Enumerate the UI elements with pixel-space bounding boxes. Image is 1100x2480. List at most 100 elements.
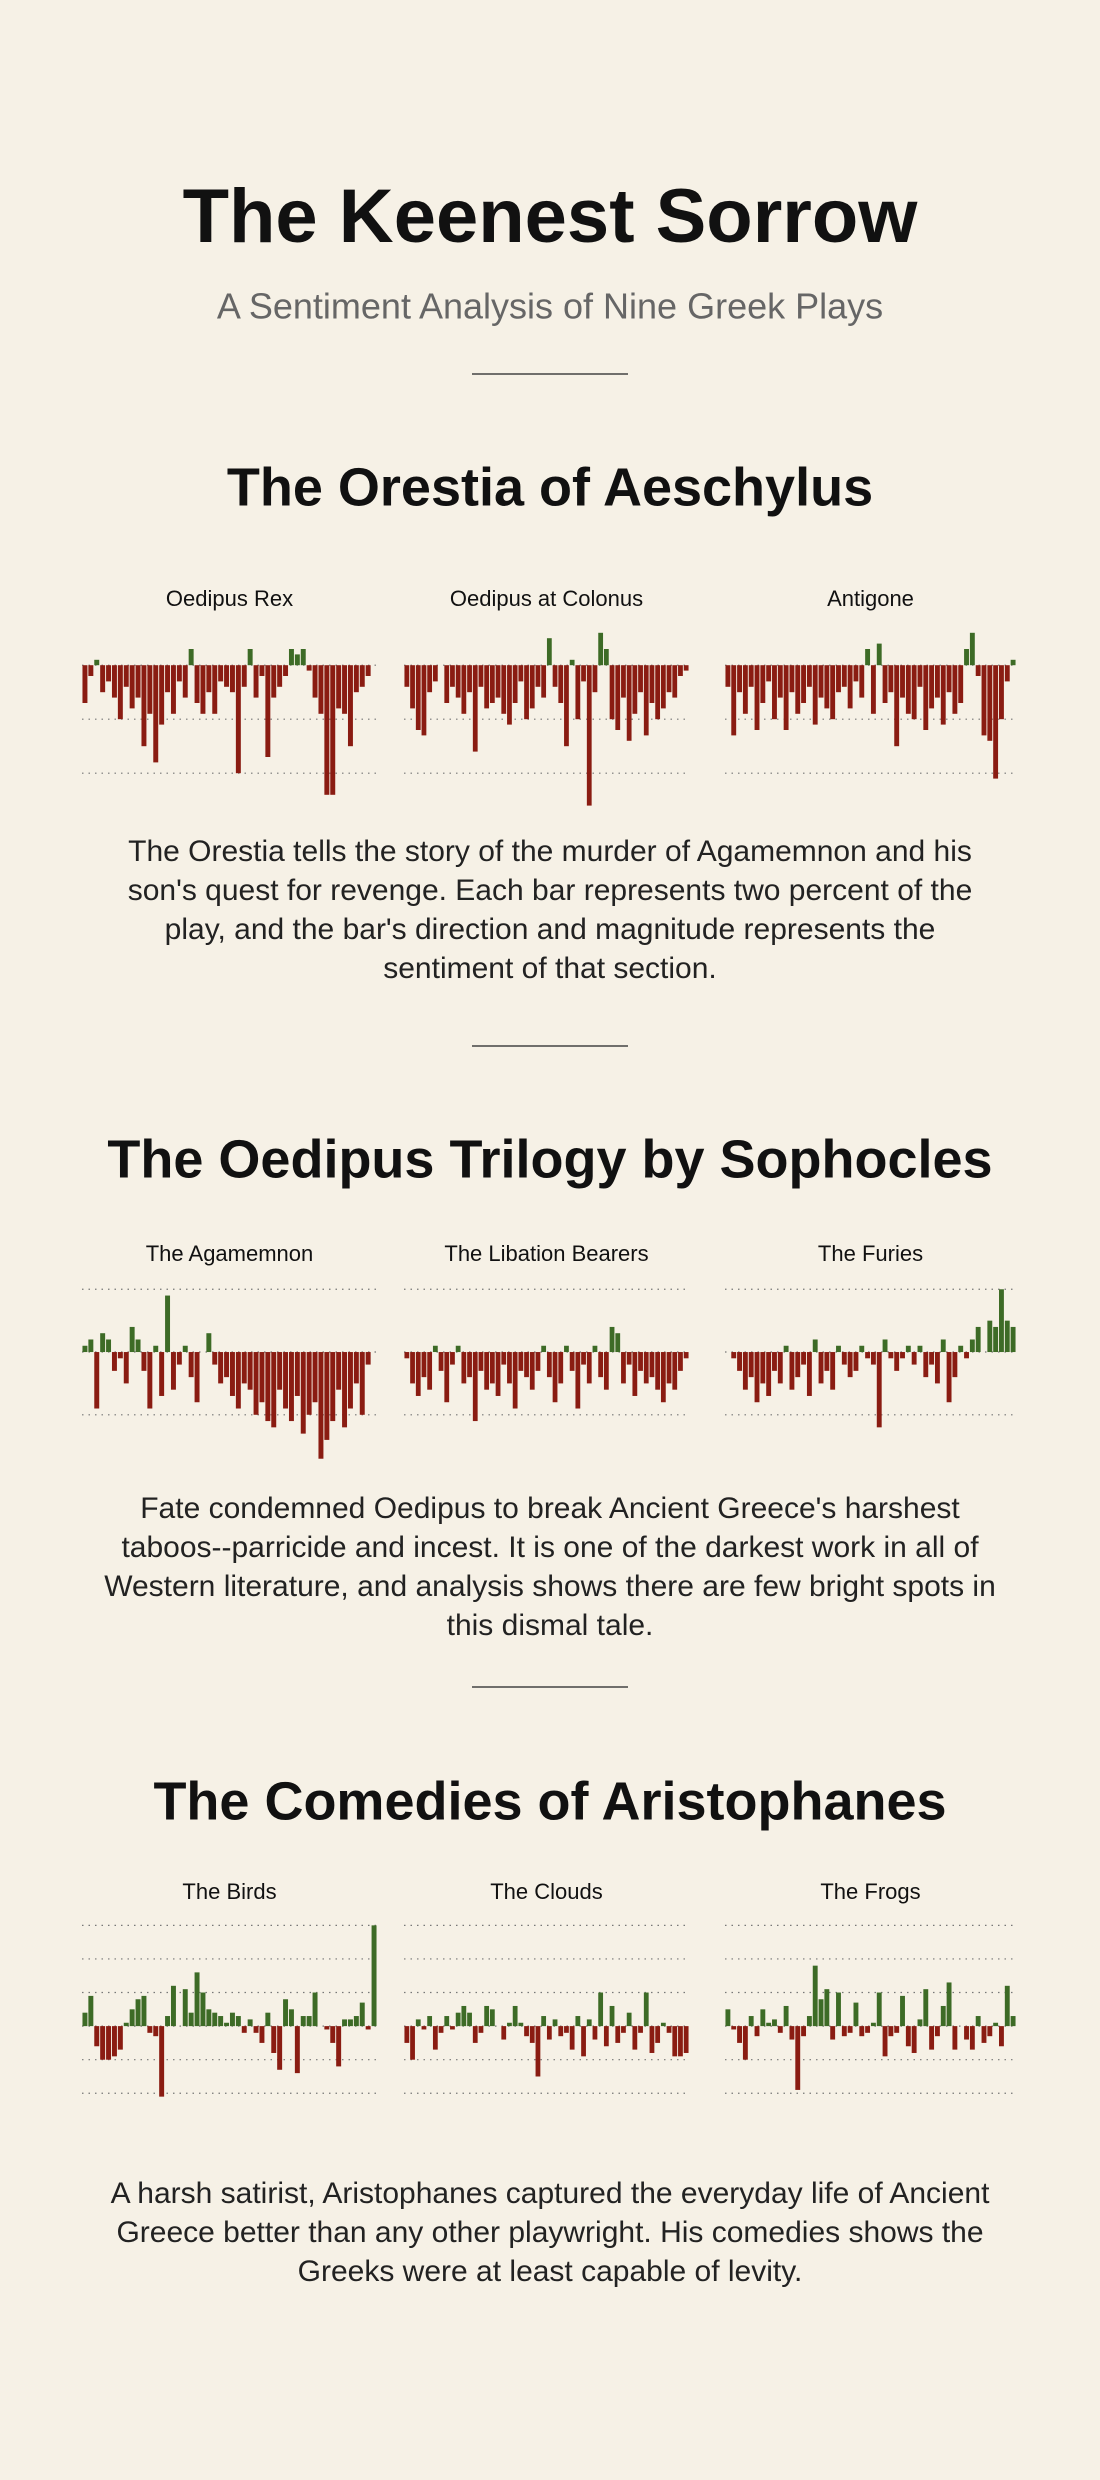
bar	[836, 1345, 841, 1353]
bar	[558, 2026, 564, 2037]
bar	[88, 1995, 94, 2027]
bar	[288, 2009, 294, 2027]
bar	[147, 2026, 153, 2033]
bar	[638, 2026, 643, 2033]
chart-title: The Frogs	[820, 1879, 920, 1904]
bar	[946, 665, 952, 693]
bar	[235, 1352, 241, 1409]
bar	[754, 665, 760, 730]
bar	[632, 1352, 638, 1396]
bar	[609, 2005, 615, 2027]
bar	[841, 1352, 847, 1365]
bar	[969, 2026, 975, 2050]
bar	[347, 1352, 353, 1409]
bar	[111, 665, 117, 698]
bar	[283, 1352, 289, 1409]
bar	[318, 1352, 324, 1459]
bar	[495, 665, 501, 698]
bar	[404, 1352, 410, 1359]
bar	[754, 1352, 760, 1403]
bar	[1004, 1985, 1010, 2027]
bar	[427, 665, 433, 693]
bar	[188, 2012, 194, 2027]
bar	[235, 2016, 241, 2027]
bar	[300, 2016, 306, 2027]
bar	[609, 1326, 615, 1353]
bar	[265, 665, 271, 757]
bar	[489, 665, 495, 703]
bar	[905, 665, 911, 714]
bar	[1004, 1320, 1010, 1353]
bar	[524, 2026, 529, 2037]
title: The Keenest Sorrow	[183, 174, 919, 259]
bar	[731, 1352, 737, 1359]
bar	[795, 2026, 801, 2090]
bar	[615, 1333, 621, 1353]
bar	[649, 1352, 655, 1378]
bar	[421, 665, 427, 736]
bar	[206, 665, 212, 693]
bar	[147, 1352, 153, 1409]
bar	[987, 665, 993, 741]
bar	[294, 2026, 300, 2074]
bar	[969, 632, 975, 666]
bar	[135, 1339, 141, 1353]
bar	[626, 1352, 632, 1365]
bar	[603, 2026, 609, 2047]
bar	[789, 665, 795, 693]
bar	[853, 665, 859, 682]
bar	[129, 1326, 135, 1353]
bar	[615, 2026, 621, 2043]
bar	[748, 665, 754, 687]
bar	[987, 2026, 993, 2037]
bar	[294, 1352, 300, 1396]
bar	[552, 665, 558, 687]
bar	[478, 1352, 484, 1371]
bar	[643, 1352, 649, 1384]
bar	[1010, 1326, 1016, 1353]
bar	[170, 1985, 176, 2027]
bar	[300, 649, 306, 666]
bar	[129, 665, 135, 709]
bar	[159, 2026, 165, 2097]
bar	[603, 649, 609, 666]
bar	[253, 665, 259, 698]
bar	[450, 665, 455, 687]
bar	[801, 2026, 807, 2037]
bar	[129, 2009, 135, 2027]
bar	[484, 665, 490, 709]
bar	[621, 2026, 626, 2033]
bar	[229, 1352, 235, 1396]
bar	[766, 2022, 772, 2027]
bar	[993, 2022, 999, 2027]
bar	[917, 1345, 923, 1353]
bar	[265, 2012, 271, 2027]
bar	[1010, 659, 1016, 666]
chart-title: The Furies	[818, 1241, 923, 1266]
bar	[194, 665, 200, 703]
bar	[609, 665, 615, 720]
bar	[569, 1352, 575, 1371]
bar	[371, 1925, 377, 2027]
bar	[742, 665, 748, 714]
bar	[404, 665, 410, 687]
bar	[212, 2012, 218, 2027]
bar	[170, 665, 176, 714]
bar	[621, 665, 626, 698]
bar	[958, 1345, 964, 1353]
chart-title: Antigone	[827, 586, 914, 611]
bar	[581, 2026, 586, 2057]
bar	[182, 665, 188, 698]
bar	[981, 2026, 987, 2043]
bar	[923, 665, 929, 730]
bar	[766, 1352, 772, 1396]
bar	[283, 665, 289, 676]
bar	[969, 1339, 975, 1353]
bar	[253, 2026, 259, 2033]
bar	[598, 632, 604, 666]
chart-title: The Agamemnon	[146, 1241, 314, 1266]
bar	[336, 665, 342, 709]
bar	[987, 1320, 993, 1353]
bar	[235, 665, 241, 774]
bar	[841, 2026, 847, 2037]
